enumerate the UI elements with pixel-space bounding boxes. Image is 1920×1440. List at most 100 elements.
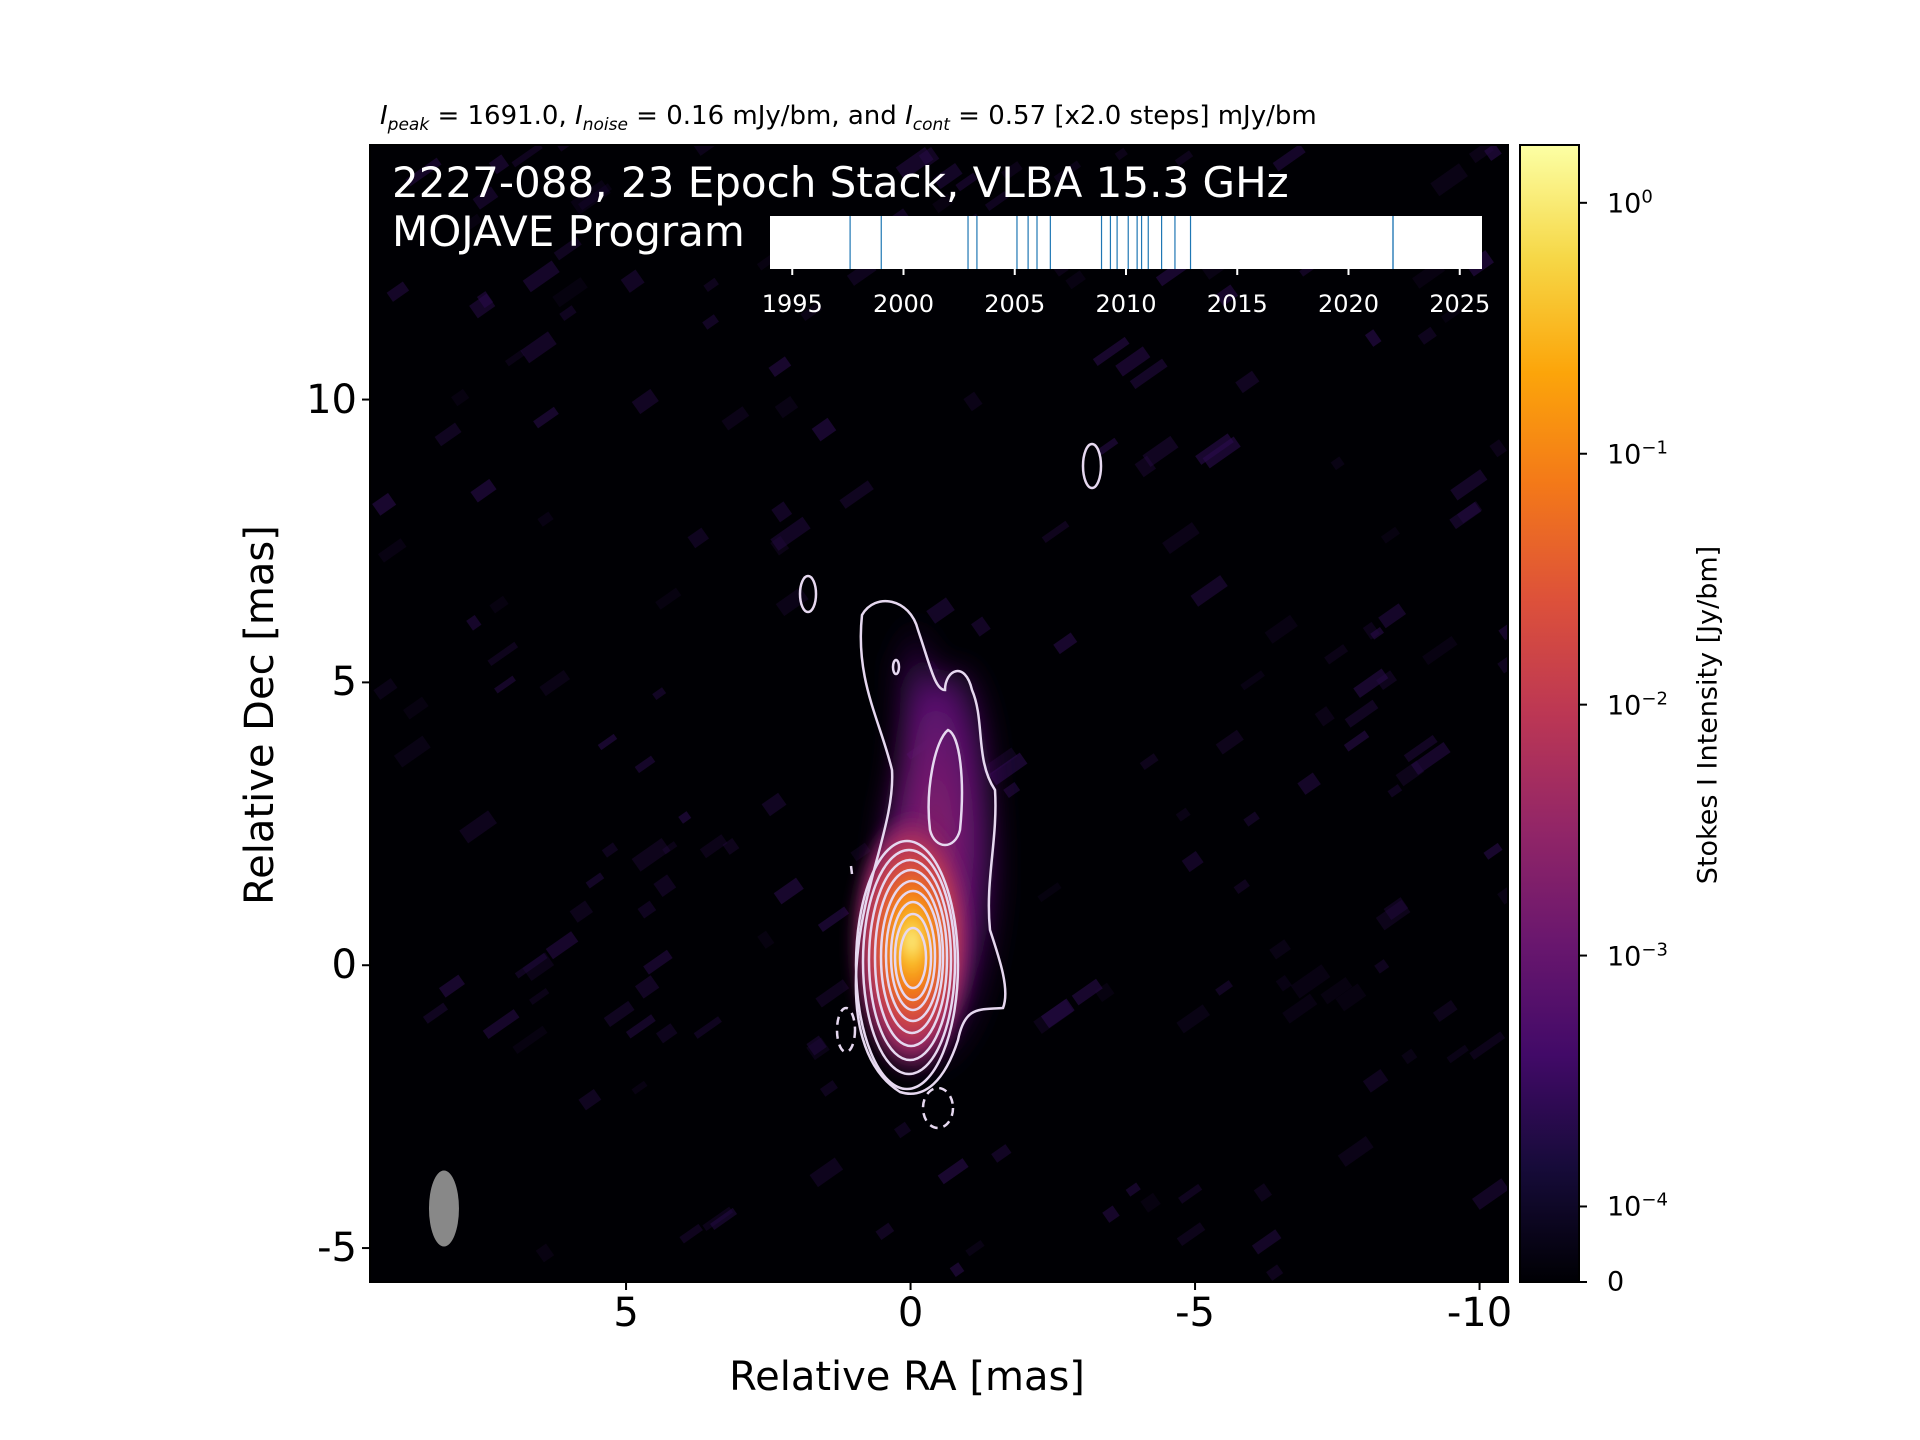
noise-patch: [949, 1262, 965, 1277]
noise-patch: [373, 678, 398, 700]
noise-patch: [1290, 964, 1331, 999]
noise-patch: [1450, 469, 1488, 501]
noise-patch: [459, 810, 497, 844]
noise-patch: [601, 842, 619, 858]
noise-patch: [422, 1002, 449, 1024]
noise-patch: [926, 597, 955, 624]
noise-patch: [1378, 603, 1407, 629]
noise-patch: [1233, 879, 1250, 895]
plot-header: Ipeak = 1691.0, Inoise = 0.16 mJy/bm, an…: [380, 101, 1317, 136]
noise-patch: [1446, 1044, 1469, 1064]
noise-patch: [1266, 1264, 1284, 1281]
noise-patch: [1115, 346, 1151, 377]
noise-patch: [773, 877, 804, 905]
noise-patch: [850, 842, 871, 862]
noise-patch: [1387, 784, 1403, 798]
noise-patch: [963, 391, 983, 412]
noise-patch: [570, 180, 611, 215]
noise-patch: [1314, 706, 1335, 727]
contour-level: [893, 912, 933, 1002]
noise-patch: [1489, 439, 1507, 458]
noise-patch: [1440, 305, 1462, 324]
noise-patch: [620, 269, 645, 293]
intensity-map: [370, 145, 1508, 1282]
noise-patch: [1251, 1229, 1282, 1255]
noise-patch: [1395, 760, 1425, 787]
noise-patch: [466, 614, 482, 631]
noise-patch: [522, 260, 560, 293]
epoch-timeline: [770, 216, 1482, 275]
colorbar-tick-label: 0: [1607, 1266, 1625, 1298]
noise-patch: [984, 191, 1009, 212]
contour-level: [898, 926, 928, 990]
noise-patch: [1269, 939, 1292, 960]
noise-patch: [955, 172, 978, 192]
y-axis-label: Relative Dec [mas]: [237, 525, 283, 905]
noise-patch: [1403, 734, 1438, 763]
noise-patch: [634, 975, 660, 999]
noise-patch: [393, 735, 431, 768]
noise-patch: [1337, 1136, 1374, 1167]
noise-patch: [1178, 1183, 1203, 1204]
noise-patch: [504, 349, 525, 367]
noise-patch: [1097, 437, 1119, 456]
source-title: 2227-088, 23 Epoch Stack, VLBA 15.3 GHz: [392, 158, 1289, 207]
noise-patch: [1362, 1068, 1389, 1093]
noise-patch: [1243, 811, 1260, 827]
noise-patch: [1037, 882, 1062, 903]
noise-patch: [489, 595, 509, 614]
noise-patch: [806, 1037, 830, 1061]
noise-patch: [637, 900, 657, 919]
noise-patch: [1417, 326, 1437, 345]
noise-patch: [450, 388, 470, 407]
noise-patch: [1215, 284, 1239, 307]
noise-patch: [529, 988, 550, 1005]
noise-patch: [811, 417, 837, 442]
noise-patch: [761, 792, 787, 817]
noise-patch: [1282, 993, 1318, 1024]
noise-patch: [656, 1023, 678, 1044]
timeline-year-label: 2015: [1206, 290, 1268, 318]
contour-level: [867, 858, 953, 1062]
noise-patch: [643, 949, 673, 975]
colorbar-tick-label: 10−3: [1607, 939, 1668, 973]
noise-patch: [1253, 1183, 1273, 1202]
noise-patch: [494, 675, 516, 694]
noise-patch: [585, 872, 605, 889]
noise-patch: [692, 145, 720, 156]
noise-patch: [1181, 851, 1204, 873]
noise-patch: [817, 906, 850, 932]
noise-patch: [1215, 980, 1233, 996]
noise-patch: [687, 527, 710, 549]
noise-patch: [1324, 644, 1349, 665]
noise-patch: [652, 687, 667, 701]
noise-patch: [1364, 329, 1382, 347]
timeline-year-label: 1995: [761, 290, 823, 318]
noise-patch: [991, 1144, 1012, 1163]
noise-patch: [1272, 145, 1306, 172]
noise-patch: [512, 1025, 548, 1054]
noise-patch: [1195, 433, 1234, 465]
noise-patch: [1468, 145, 1494, 164]
noise-patch: [557, 145, 585, 152]
x-tick-label: -10: [1446, 1290, 1513, 1336]
noise-patch: [569, 900, 594, 923]
noise-patch: [1370, 626, 1385, 640]
noise-patch: [634, 755, 656, 774]
noise-patch: [806, 1035, 827, 1056]
noise-patch: [511, 145, 543, 168]
noise-patch: [933, 162, 963, 190]
noise-patch: [1235, 370, 1260, 394]
noise-patch: [655, 587, 682, 610]
noise-patch: [1065, 270, 1086, 290]
noise-patch: [577, 183, 613, 211]
colorbar-tick-label: 10−2: [1607, 688, 1668, 722]
contour-isolated: [1081, 442, 1103, 490]
noise-patch: [1175, 807, 1191, 822]
noise-patch: [757, 930, 775, 949]
noise-patch: [377, 538, 407, 563]
contour-set: [798, 442, 1103, 1130]
noise-patch: [1176, 1004, 1211, 1034]
noise-patch: [1092, 336, 1130, 366]
noise-patch: [1114, 147, 1128, 161]
